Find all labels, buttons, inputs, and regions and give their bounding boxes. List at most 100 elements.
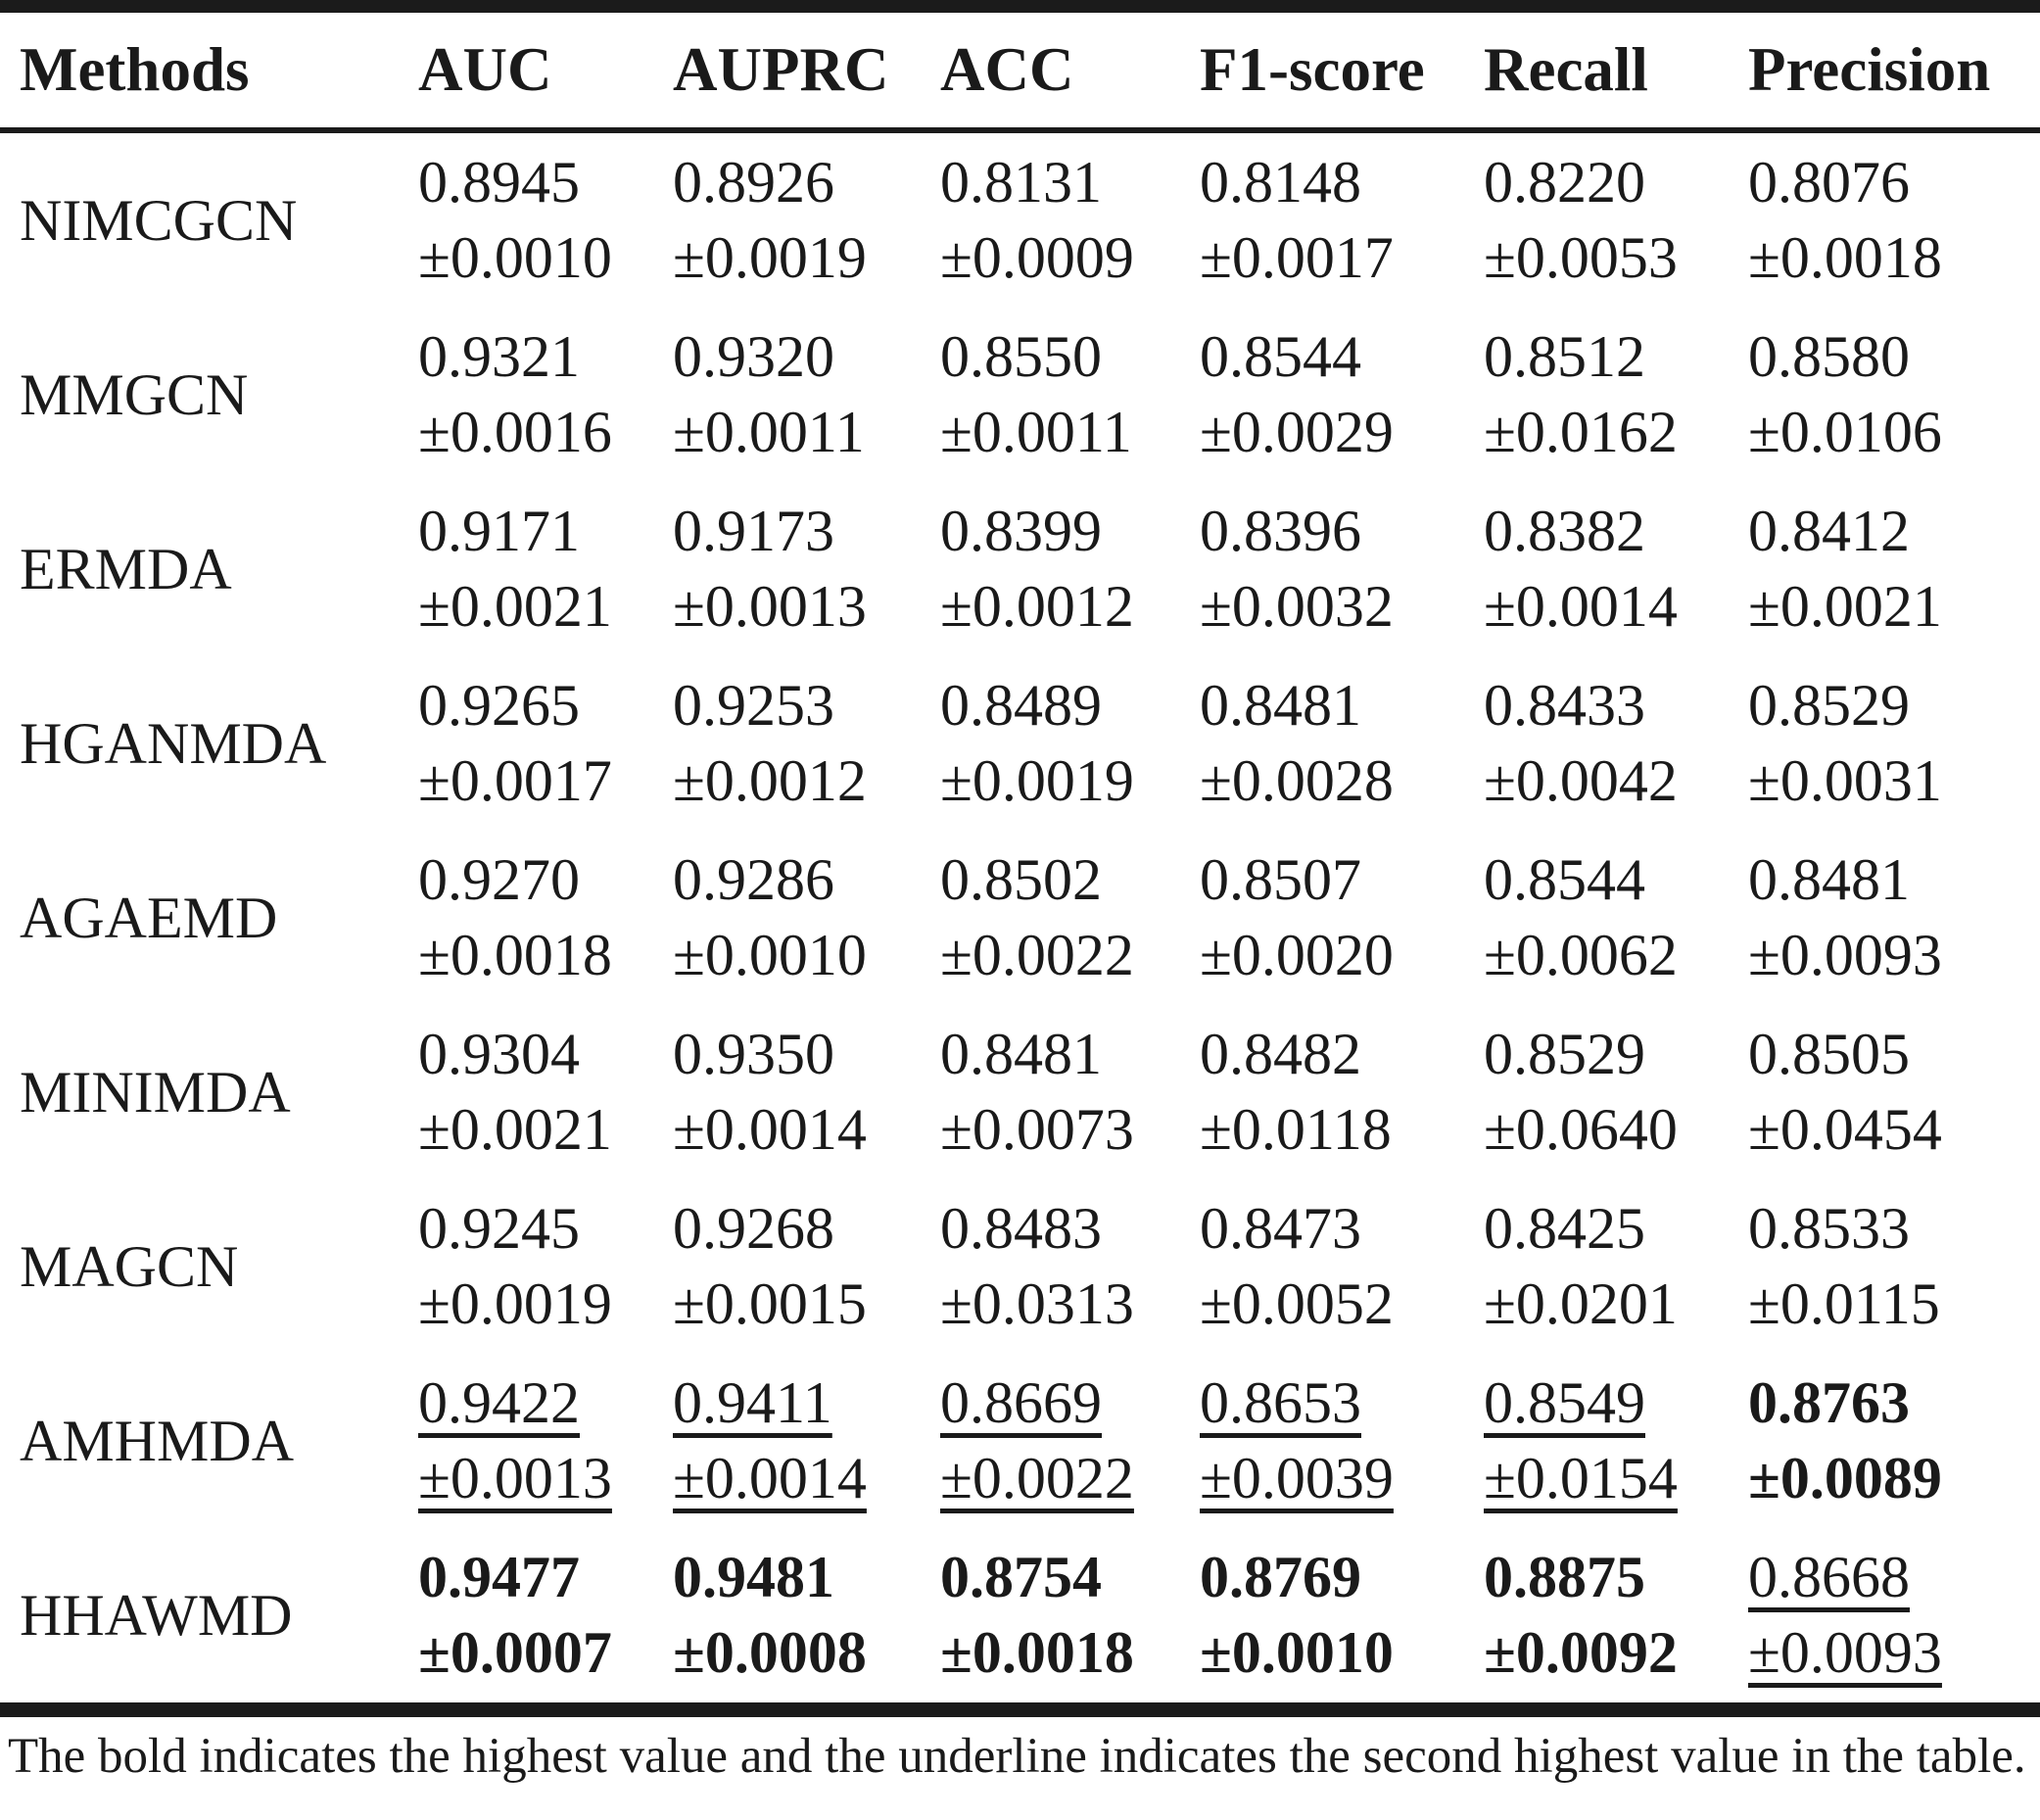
metric-std: ±0.0640 (1484, 1097, 1678, 1162)
metric-std: ±0.0010 (418, 225, 612, 290)
metric-value: 0.8481 (1748, 847, 1910, 912)
metric-value: 0.8533 (1748, 1196, 1910, 1261)
metric-std: ±0.0454 (1748, 1097, 1942, 1162)
metric-std: ±0.0092 (1484, 1620, 1678, 1685)
metric-cell: 0.8481 ±0.0073 (940, 1005, 1200, 1179)
table-top-rule (0, 0, 2040, 13)
metric-std: ±0.0010 (673, 923, 867, 987)
metric-std: ±0.0009 (940, 225, 1134, 290)
metric-cell: 0.8533 ±0.0115 (1748, 1179, 2040, 1354)
metric-std: ±0.0028 (1200, 748, 1394, 813)
metric-cell: 0.8754 ±0.0018 (940, 1528, 1200, 1702)
metric-std: ±0.0073 (940, 1097, 1134, 1162)
table-footnote: The bold indicates the highest value and… (8, 1729, 2026, 1784)
metric-std: ±0.0013 (673, 574, 867, 639)
metric-value: 0.9304 (418, 1022, 580, 1086)
metric-cell: 0.8382 ±0.0014 (1484, 482, 1748, 656)
metric-value: 0.8668 (1748, 1545, 1910, 1609)
metric-value: 0.8483 (940, 1196, 1102, 1261)
metric-std: ±0.0013 (418, 1446, 612, 1510)
table-row: ERMDA 0.9171 ±0.0021 0.9173 ±0.0013 0.8399… (0, 482, 2040, 656)
metric-cell: 0.8580 ±0.0106 (1748, 308, 2040, 482)
metric-cell: 0.9411 ±0.0014 (673, 1354, 940, 1528)
metric-value: 0.9253 (673, 673, 834, 738)
metric-std: ±0.0201 (1484, 1271, 1678, 1336)
metric-std: ±0.0313 (940, 1271, 1134, 1336)
metric-cell: 0.8529 ±0.0031 (1748, 656, 2040, 831)
metric-cell: 0.8473 ±0.0052 (1200, 1179, 1484, 1354)
metric-value: 0.9245 (418, 1196, 580, 1261)
header-row: Methods AUC AUPRC ACC F1-score Recall Pr… (0, 13, 2040, 133)
metric-std: ±0.0019 (673, 225, 867, 290)
metric-std: ±0.0011 (940, 400, 1132, 464)
metric-cell: 0.8483 ±0.0313 (940, 1179, 1200, 1354)
metric-cell: 0.9320 ±0.0011 (673, 308, 940, 482)
metric-value: 0.9265 (418, 673, 580, 738)
metric-value: 0.8502 (940, 847, 1102, 912)
col-header-auprc: AUPRC (673, 13, 940, 133)
method-name: MMGCN (20, 361, 249, 427)
metric-std: ±0.0053 (1484, 225, 1678, 290)
metric-value: 0.8769 (1200, 1545, 1361, 1609)
metric-std: ±0.0062 (1484, 923, 1678, 987)
metric-cell: 0.8502 ±0.0022 (940, 831, 1200, 1005)
metric-value: 0.8549 (1484, 1370, 1645, 1435)
metric-value: 0.8473 (1200, 1196, 1361, 1261)
metric-value: 0.8131 (940, 150, 1102, 215)
metric-std: ±0.0118 (1200, 1097, 1392, 1162)
metric-cell: 0.8076 ±0.0018 (1748, 130, 2040, 308)
metric-cell: 0.8505 ±0.0454 (1748, 1005, 2040, 1179)
table-row: NIMCGCN 0.8945 ±0.0010 0.8926 ±0.0019 0.81… (0, 130, 2040, 308)
table-row: MINIMDA 0.9304 ±0.0021 0.9350 ±0.0014 0.84… (0, 1005, 2040, 1179)
metric-value: 0.8399 (940, 499, 1102, 563)
metric-std: ±0.0022 (940, 1446, 1134, 1510)
metric-cell: 0.8769 ±0.0010 (1200, 1528, 1484, 1702)
metric-cell: 0.9304 ±0.0021 (418, 1005, 673, 1179)
metric-cell: 0.9173 ±0.0013 (673, 482, 940, 656)
metric-cell: 0.8544 ±0.0029 (1200, 308, 1484, 482)
metric-cell: 0.9477 ±0.0007 (418, 1528, 673, 1702)
metric-value: 0.8945 (418, 150, 580, 215)
metric-std: ±0.0017 (418, 748, 612, 813)
metric-cell: 0.8425 ±0.0201 (1484, 1179, 1748, 1354)
metric-value: 0.9350 (673, 1022, 834, 1086)
metric-std: ±0.0042 (1484, 748, 1678, 813)
metric-std: ±0.0019 (940, 748, 1134, 813)
method-name: HGANMDA (20, 710, 327, 776)
method-name: AGAEMD (20, 885, 278, 950)
metric-cell: 0.8481 ±0.0028 (1200, 656, 1484, 831)
metric-cell: 0.8507 ±0.0020 (1200, 831, 1484, 1005)
col-header-recall: Recall (1484, 13, 1748, 133)
metric-std: ±0.0016 (418, 400, 612, 464)
method-name: MINIMDA (20, 1059, 291, 1125)
metric-value: 0.8481 (940, 1022, 1102, 1086)
metric-std: ±0.0029 (1200, 400, 1394, 464)
metric-cell: 0.9481 ±0.0008 (673, 1528, 940, 1702)
metric-value: 0.8220 (1484, 150, 1645, 215)
metric-value: 0.8529 (1748, 673, 1910, 738)
method-name: NIMCGCN (20, 187, 298, 253)
metric-std: ±0.0017 (1200, 225, 1394, 290)
metric-cell: 0.9245 ±0.0019 (418, 1179, 673, 1354)
methods-comparison-table: Methods AUC AUPRC ACC F1-score Recall Pr… (0, 13, 2040, 1702)
metric-cell: 0.8396 ±0.0032 (1200, 482, 1484, 656)
metric-std: ±0.0018 (1748, 225, 1942, 290)
metric-value: 0.8507 (1200, 847, 1361, 912)
metric-cell: 0.9253 ±0.0012 (673, 656, 940, 831)
metric-cell: 0.8481 ±0.0093 (1748, 831, 2040, 1005)
metric-value: 0.8076 (1748, 150, 1910, 215)
metric-std: ±0.0021 (418, 1097, 612, 1162)
metric-cell: 0.8550 ±0.0011 (940, 308, 1200, 482)
metric-value: 0.8148 (1200, 150, 1361, 215)
metric-cell: 0.8489 ±0.0019 (940, 656, 1200, 831)
metric-std: ±0.0014 (673, 1097, 867, 1162)
metric-std: ±0.0052 (1200, 1271, 1394, 1336)
metric-cell: 0.8875 ±0.0092 (1484, 1528, 1748, 1702)
col-header-f1: F1-score (1200, 13, 1484, 133)
metric-cell: 0.8512 ±0.0162 (1484, 308, 1748, 482)
table-row: HHAWMD 0.9477 ±0.0007 0.9481 ±0.0008 0.875… (0, 1528, 2040, 1702)
metric-std: ±0.0022 (940, 923, 1134, 987)
metric-std: ±0.0008 (673, 1620, 867, 1685)
method-name: AMHMDA (20, 1408, 295, 1473)
